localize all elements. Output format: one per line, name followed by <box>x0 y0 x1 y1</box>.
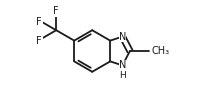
Text: N: N <box>118 60 125 70</box>
Text: F: F <box>36 17 42 27</box>
Text: F: F <box>36 36 42 46</box>
Text: N: N <box>118 32 125 42</box>
Text: CH₃: CH₃ <box>151 46 169 56</box>
Text: H: H <box>118 71 125 80</box>
Text: F: F <box>53 6 59 16</box>
